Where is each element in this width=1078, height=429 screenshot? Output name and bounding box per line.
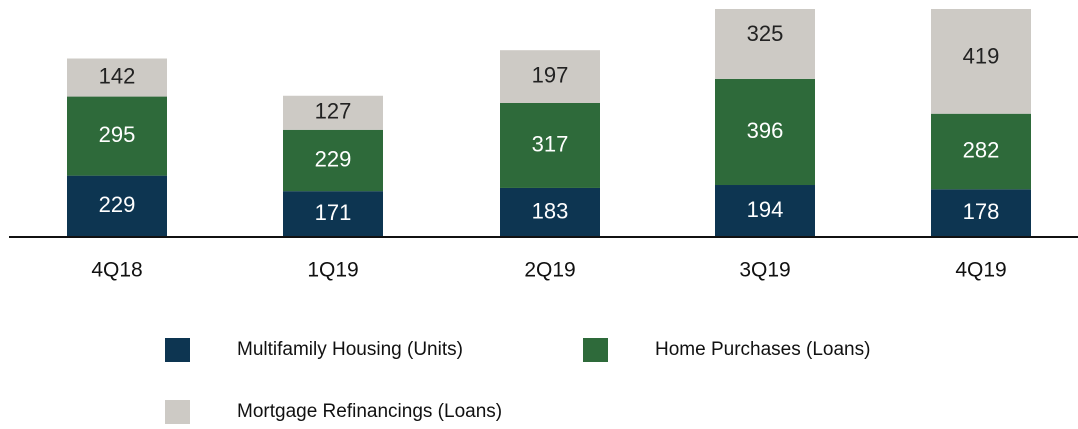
legend-label: Multifamily Housing (Units): [237, 339, 463, 360]
legend-swatch: [165, 400, 190, 424]
data-label: 197: [532, 62, 569, 87]
data-label: 142: [99, 63, 136, 88]
bar-segment: [715, 9, 815, 79]
data-label: 317: [532, 131, 569, 156]
legend-label: Mortgage Refinancings (Loans): [237, 401, 502, 422]
x-tick-label: 4Q18: [91, 259, 142, 282]
data-label: 229: [315, 146, 352, 171]
data-label: 171: [315, 200, 352, 225]
data-label: 325: [747, 21, 784, 46]
data-label: 127: [315, 99, 352, 124]
data-label: 282: [963, 137, 1000, 162]
x-tick-label: 2Q19: [524, 259, 575, 282]
data-label: 178: [963, 199, 1000, 224]
bar-segment: [715, 78, 815, 186]
bar-segment: [931, 113, 1031, 190]
data-label: 183: [532, 198, 569, 223]
data-label: 419: [963, 43, 1000, 68]
bar-segment: [931, 189, 1031, 237]
bar-segment: [715, 185, 815, 237]
bar-segment: [283, 191, 383, 237]
bar-segment: [500, 187, 600, 237]
data-label: 194: [747, 197, 784, 222]
legend-swatch: [165, 338, 190, 362]
plot-area: [67, 9, 1031, 237]
data-label: 229: [99, 192, 136, 217]
legend-label: Home Purchases (Loans): [655, 339, 870, 360]
legend-swatch: [583, 338, 608, 362]
x-tick-label: 1Q19: [307, 259, 358, 282]
bar-segment: [67, 58, 167, 97]
bar-segment: [67, 96, 167, 176]
bar-segment: [500, 50, 600, 103]
bar-segment: [500, 103, 600, 188]
data-label: 396: [747, 118, 784, 143]
bar-segment: [283, 95, 383, 130]
data-label: 295: [99, 122, 136, 147]
bar-segment: [283, 129, 383, 192]
x-tick-label: 3Q19: [739, 259, 790, 282]
x-tick-label: 4Q19: [955, 259, 1006, 282]
bar-segment: [931, 9, 1031, 114]
bar-segment: [67, 175, 167, 237]
